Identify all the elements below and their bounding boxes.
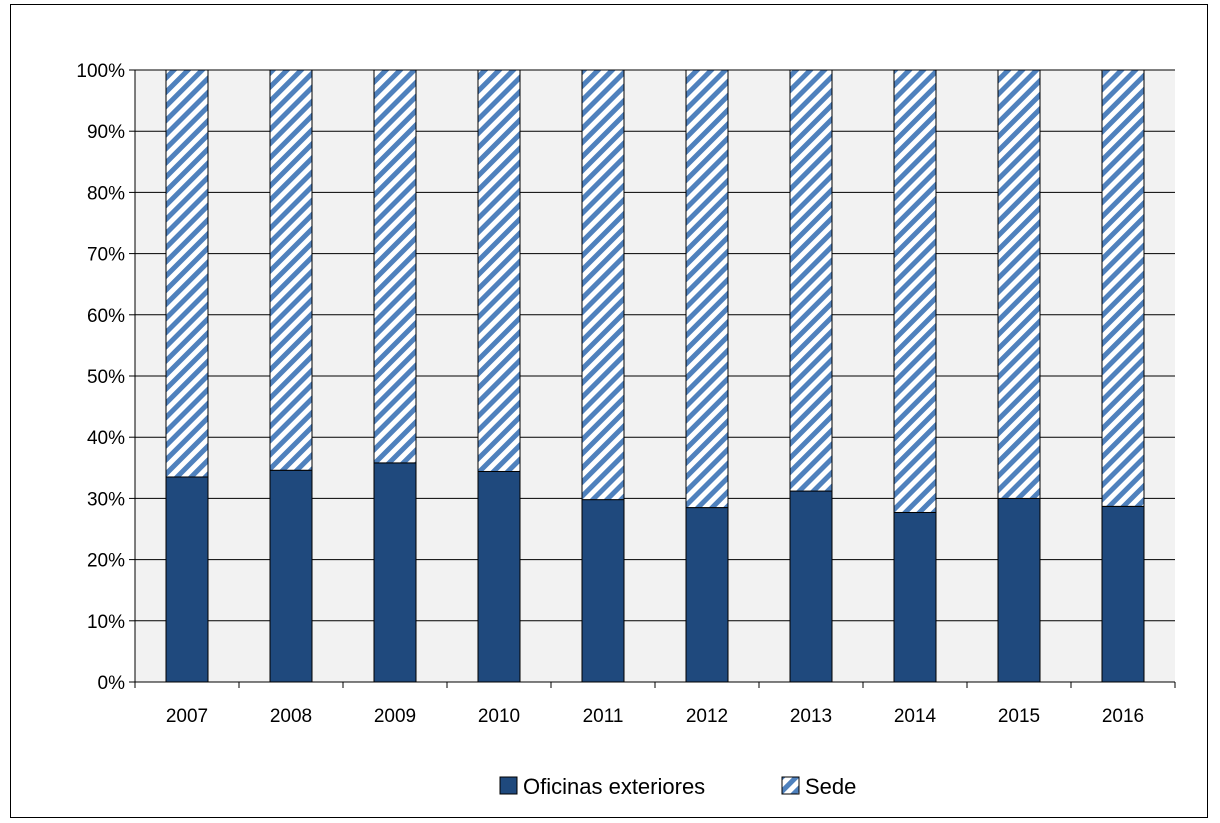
bar-oficinas-exteriores-2014 xyxy=(893,511,937,683)
bar-oficinas-exteriores-2015 xyxy=(997,497,1041,683)
x-tick-label: 2010 xyxy=(478,706,520,727)
legend-swatch-oficinas-exteriores xyxy=(499,776,518,795)
y-tick-label: 30% xyxy=(87,489,125,510)
legend-label-sede: Sede xyxy=(805,774,856,799)
bar-oficinas-exteriores-2011 xyxy=(581,499,625,683)
y-tick-label: 80% xyxy=(87,183,125,204)
bar-sede-2012 xyxy=(685,69,729,509)
bar-oficinas-exteriores-2009 xyxy=(373,462,417,683)
bar-sede-2014 xyxy=(893,69,937,513)
y-tick-label: 90% xyxy=(87,122,125,143)
legend-label-oficinas-exteriores: Oficinas exteriores xyxy=(523,774,705,799)
bar-sede-2008 xyxy=(269,69,313,471)
bar-oficinas-exteriores-2012 xyxy=(685,507,729,683)
bar-sede-2013 xyxy=(789,69,833,492)
x-tick-label: 2009 xyxy=(374,706,416,727)
bar-oficinas-exteriores-2016 xyxy=(1101,505,1145,683)
x-tick-label: 2007 xyxy=(166,706,208,727)
bar-sede-2010 xyxy=(477,69,521,472)
y-tick-label: 10% xyxy=(87,612,125,633)
bar-sede-2016 xyxy=(1101,69,1145,507)
y-tick-label: 20% xyxy=(87,551,125,572)
x-tick-labels: 2007 2008 2009 2010 2011 2012 2013 2014 2015 2016 xyxy=(166,706,1144,727)
y-tick-label: 70% xyxy=(87,245,125,266)
bar-sede-2007 xyxy=(165,69,209,478)
bar-oficinas-exteriores-2010 xyxy=(477,470,521,683)
bar-oficinas-exteriores-2007 xyxy=(165,476,209,683)
bar-sede-2009 xyxy=(373,69,417,464)
y-tick-label: 60% xyxy=(87,306,125,327)
x-tick-label: 2015 xyxy=(998,706,1040,727)
bar-sede-2011 xyxy=(581,69,625,501)
x-tick-label: 2011 xyxy=(583,706,624,727)
y-tick-label: 100% xyxy=(76,61,125,82)
y-tick-label: 50% xyxy=(87,367,125,388)
x-tick-label: 2012 xyxy=(686,706,728,727)
bar-oficinas-exteriores-2008 xyxy=(269,469,313,683)
x-tick-label: 2016 xyxy=(1102,706,1144,727)
legend-swatch-sede xyxy=(781,776,800,795)
y-tick-label: 40% xyxy=(87,428,125,449)
y-tick-label: 0% xyxy=(98,673,126,694)
x-tick-label: 2013 xyxy=(790,706,832,727)
legend: Oficinas exteriores Sede xyxy=(499,774,856,799)
axes xyxy=(129,69,1176,688)
x-tick-label: 2014 xyxy=(894,706,937,727)
y-tick-labels: 0% 10% 20% 30% 40% 50% 60% 70% 80% 90% 100% xyxy=(76,61,125,694)
bar-sede-2015 xyxy=(997,69,1041,499)
bars xyxy=(165,69,1145,683)
bar-oficinas-exteriores-2013 xyxy=(789,490,833,683)
x-tick-label: 2008 xyxy=(270,706,312,727)
